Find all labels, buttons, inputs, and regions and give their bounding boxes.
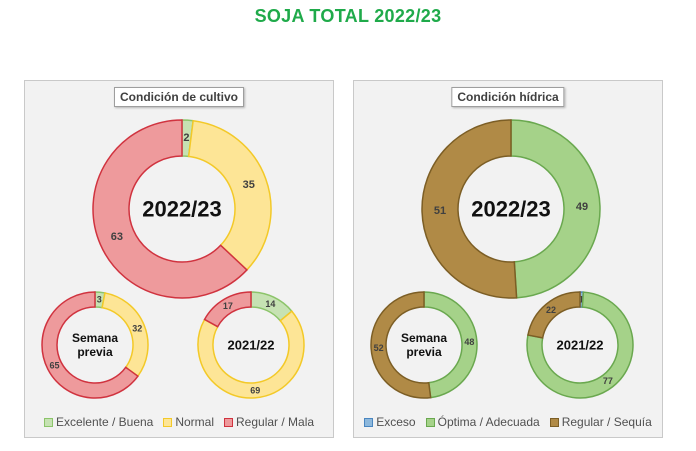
legend-item-regular-mala: Regular / Mala	[224, 415, 314, 429]
crop-condition-title: Condición de cultivo	[113, 87, 245, 107]
crop-condition-legend: Excelente / Buena Normal Regular / Mala	[25, 415, 333, 429]
donut-center-label: Semana	[72, 331, 118, 345]
donut-center-label: previa	[77, 345, 113, 359]
legend-label: Normal	[175, 415, 215, 429]
donut-center-label: Semana	[401, 331, 447, 345]
water-condition-panel: -49512022/23-4852Semanaprevia177222021/2…	[353, 80, 663, 438]
donut-segment-regular-mala	[92, 119, 248, 299]
legend-swatch	[549, 417, 559, 427]
legend-label: Excelente / Buena	[55, 415, 154, 429]
value-label-exceso: 1	[579, 295, 584, 305]
value-label-excelente-buena: 14	[265, 299, 275, 309]
value-label-regular-sequ-a: 52	[374, 343, 384, 353]
legend-swatch	[224, 417, 234, 427]
legend-item-excelente-buena: Excelente / Buena	[43, 415, 154, 429]
value-label-regular-mala: 17	[223, 301, 233, 311]
value-label-normal: 35	[243, 179, 255, 191]
donut-2021-22: 14 69 17 2021/22	[197, 291, 305, 399]
donut-2021-22: 1 77 22 2021/22	[526, 291, 634, 399]
donut-center-label: 2022/23	[142, 197, 222, 222]
donut-segment-regular-sequ-a	[421, 119, 518, 299]
value-label-regular-mala: 65	[49, 361, 59, 371]
legend-label: Regular / Mala	[236, 415, 315, 429]
value-label-ptima-adecuada: 77	[603, 376, 613, 386]
donut-segment-regular-sequ-a	[370, 291, 432, 399]
donut-segment-normal	[187, 119, 272, 271]
water-condition-title: Condición hídrica	[451, 87, 565, 107]
donut-center-label: 2022/23	[471, 197, 551, 222]
donut-center-label: previa	[406, 345, 442, 359]
value-label-excelente-buena: 3	[97, 295, 102, 305]
water-condition-chart: -49512022/23-4852Semanaprevia177222021/2…	[370, 119, 634, 399]
donut-segment-ptima-adecuada	[510, 119, 601, 299]
donut-segment-ptima-adecuada	[526, 291, 634, 399]
value-label-ptima-adecuada: 48	[464, 337, 474, 347]
water-condition-legend: Exceso Óptima / Adecuada Regular / Sequí…	[354, 415, 662, 429]
value-label-normal: 32	[132, 323, 142, 333]
value-label-normal: 69	[250, 385, 260, 395]
donut-segment-regular-mala	[41, 291, 139, 399]
legend-item-optima-adecuada: Óptima / Adecuada	[425, 415, 540, 429]
legend-label: Óptima / Adecuada	[437, 415, 540, 429]
value-label-regular-sequ-a: 22	[546, 305, 556, 315]
value-label-excelente-buena: 2	[183, 132, 189, 144]
crop-condition-panel: 2 35 63 2022/23 3 32 65 Semana previa 14 69 17 2021/…	[24, 80, 334, 438]
donut-segment-regular-mala	[203, 291, 252, 328]
legend-swatch	[425, 417, 435, 427]
page-title: SOJA TOTAL 2022/23	[254, 6, 442, 26]
donut-center-label: 2021/22	[557, 338, 604, 353]
legend-item-normal: Normal	[163, 415, 214, 429]
legend-label: Regular / Sequía	[561, 415, 652, 429]
legend-item-exceso: Exceso	[364, 415, 416, 429]
value-label-regular-sequ-a: 51	[434, 205, 446, 217]
legend-item-regular-sequia: Regular / Sequía	[549, 415, 652, 429]
donut-segment-regular-sequ-a	[527, 291, 581, 339]
legend-swatch	[163, 417, 173, 427]
donut-2022-23: 2 35 63 2022/23	[92, 119, 272, 299]
legend-swatch	[43, 417, 53, 427]
donut-segment-normal	[197, 310, 305, 399]
value-label-ptima-adecuada: 49	[576, 201, 588, 213]
donut-center-label: 2021/22	[228, 338, 275, 353]
legend-label: Exceso	[376, 415, 416, 429]
legend-swatch	[364, 417, 374, 427]
value-label-regular-mala: 63	[111, 231, 123, 243]
